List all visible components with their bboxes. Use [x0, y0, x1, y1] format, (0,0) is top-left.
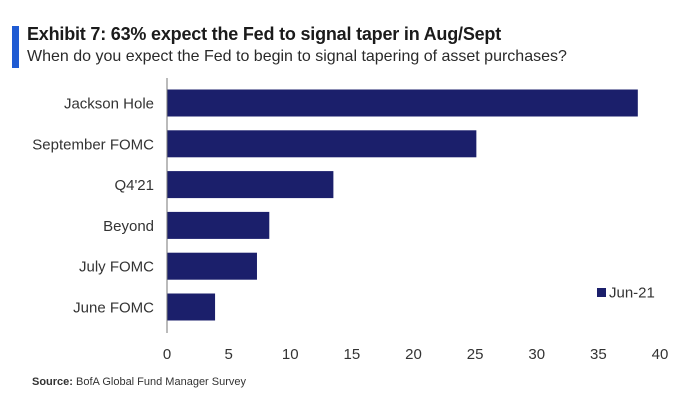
legend-label: Jun-21: [609, 285, 655, 302]
bar: [167, 211, 270, 239]
bar: [167, 130, 477, 158]
bar: [167, 89, 638, 117]
x-tick-label: 35: [590, 346, 607, 363]
category-label: September FOMC: [32, 136, 154, 153]
bar: [167, 171, 334, 199]
title-accent-bar: [12, 26, 19, 68]
x-tick-label: 30: [528, 346, 545, 363]
category-label: June FOMC: [73, 300, 154, 317]
x-tick-label: 40: [652, 346, 669, 363]
legend-swatch: [597, 288, 606, 297]
source-note: Source: BofA Global Fund Manager Survey: [32, 376, 246, 388]
category-label: Q4'21: [114, 177, 154, 194]
chart-subtitle: When do you expect the Fed to begin to s…: [27, 48, 567, 65]
chart-title: Exhibit 7: 63% expect the Fed to signal …: [27, 24, 502, 44]
source-label: Source:: [32, 376, 73, 388]
category-label: July FOMC: [79, 259, 154, 276]
x-tick-label: 0: [163, 346, 171, 363]
category-label: Beyond: [103, 218, 154, 235]
bar: [167, 293, 216, 321]
bar: [167, 252, 257, 280]
source-text: BofA Global Fund Manager Survey: [76, 376, 247, 388]
x-tick-label: 20: [405, 346, 422, 363]
category-label: Jackson Hole: [64, 96, 154, 113]
x-tick-label: 15: [344, 346, 361, 363]
x-tick-label: 10: [282, 346, 299, 363]
x-tick-label: 25: [467, 346, 484, 363]
x-tick-label: 5: [224, 346, 232, 363]
